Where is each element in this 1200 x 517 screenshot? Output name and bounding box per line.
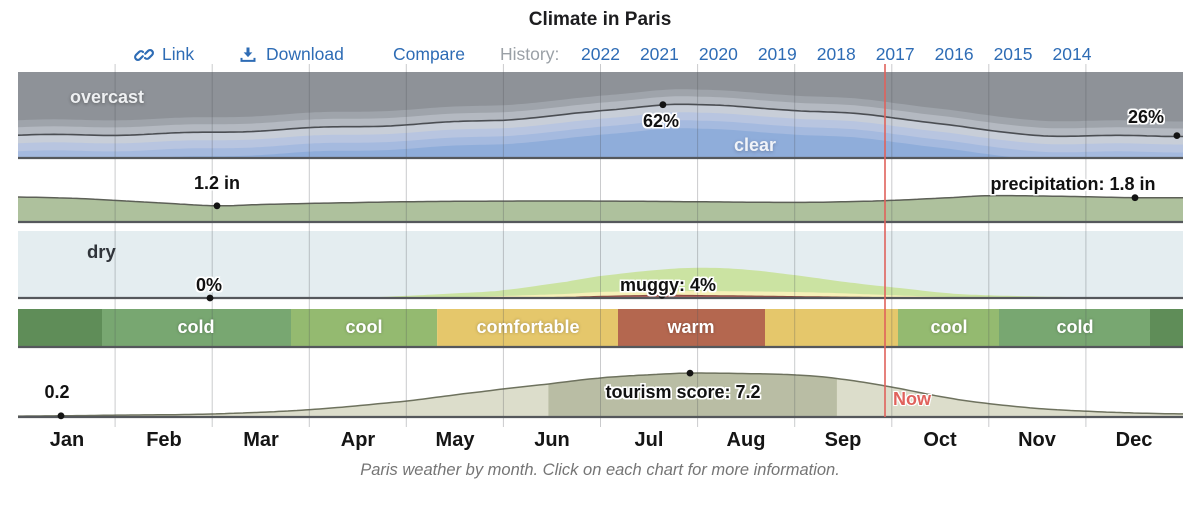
month-label-aug: Aug [726, 429, 766, 451]
temp-band-segment[interactable] [437, 309, 618, 347]
precipitation-value-label: precipitation: 1.8 in [990, 174, 1156, 194]
temp-band-label: cool [345, 317, 383, 337]
compare-label: Compare [393, 44, 465, 64]
humidity-marker-dot [206, 294, 214, 302]
history-year-2017[interactable]: 2017 [875, 44, 915, 64]
history-year-2015[interactable]: 2015 [993, 44, 1033, 64]
compare-button[interactable]: Compare [393, 44, 465, 65]
month-label-feb: Feb [146, 429, 182, 451]
temp-band-segment[interactable] [765, 309, 898, 347]
month-label-apr: Apr [340, 429, 376, 451]
tourism-score-marker-dot [686, 369, 694, 377]
clear-area-label: clear [733, 135, 777, 155]
temp-band-segment[interactable] [618, 309, 765, 347]
history-label: History: [500, 44, 560, 64]
temp-band-segment[interactable] [18, 309, 102, 347]
download-button[interactable]: Download [238, 44, 344, 65]
history-year-2020[interactable]: 2020 [698, 44, 738, 64]
history-year-links: 2022 2021 2020 2019 2018 2017 2016 2015 2014 [581, 44, 1091, 65]
tourism-min-label: 0.2 [44, 382, 70, 402]
temp-band-label: cold [1056, 317, 1094, 337]
month-label-nov: Nov [1018, 429, 1056, 451]
temperature-band-chart[interactable] [18, 309, 1183, 347]
month-label-dec: Dec [1115, 429, 1153, 451]
dry-area-label: dry [87, 241, 116, 262]
history-year-2018[interactable]: 2018 [816, 44, 856, 64]
clear-sky-peak-label: 62% [642, 111, 680, 131]
month-label-jul: Jul [634, 429, 664, 451]
link-icon [134, 45, 154, 65]
history-year-2016[interactable]: 2016 [934, 44, 974, 64]
tourism-chart[interactable] [18, 372, 1183, 417]
month-label-sep: Sep [824, 429, 862, 451]
muggy-value-label: muggy: 4% [619, 275, 717, 295]
page-title: Climate in Paris [528, 9, 672, 30]
download-icon [238, 45, 258, 65]
month-gridlines [114, 64, 1087, 427]
history-year-2022[interactable]: 2022 [581, 44, 620, 64]
precipitation-marker-dot [1131, 194, 1139, 202]
month-label-jan: Jan [49, 429, 85, 451]
temp-band-segment[interactable] [291, 309, 438, 347]
clear-sky-end-label: 26% [1127, 107, 1165, 127]
history-year-2019[interactable]: 2019 [757, 44, 797, 64]
history-year-2021[interactable]: 2021 [639, 44, 679, 64]
temp-band-segment[interactable] [1150, 309, 1183, 347]
cloud-cover-chart[interactable] [18, 72, 1183, 161]
temp-band-segment[interactable] [102, 309, 291, 347]
temp-band-label: cool [930, 317, 968, 337]
precipitation-min-label: 1.2 in [193, 173, 241, 193]
overcast-area-label: overcast [70, 87, 145, 107]
precipitation-marker-dot [213, 202, 221, 210]
humidity-marker-dot [658, 291, 666, 299]
temp-band-label: cold [177, 317, 215, 337]
tourism-score-label: tourism score: 7.2 [605, 382, 761, 402]
temp-band-label: comfortable [476, 317, 580, 337]
precipitation-chart[interactable] [17, 194, 1183, 222]
chart-baselines [18, 156, 1183, 419]
tourism-score-marker-dot [57, 412, 65, 420]
month-label-oct: Oct [923, 429, 957, 451]
month-label-may: May [435, 429, 475, 451]
humidity-chart[interactable] [18, 231, 1183, 299]
download-label: Download [266, 44, 344, 64]
month-label-jun: Jun [534, 429, 570, 451]
annotation-dots [57, 101, 1181, 420]
cloud-cover-marker-dot [1173, 132, 1181, 140]
muggy-min-label: 0% [195, 275, 223, 295]
temp-band-label: warm [667, 317, 715, 337]
temp-band-segment[interactable] [898, 309, 999, 347]
caption-text: Paris weather by month. Click on each ch… [360, 461, 840, 479]
temp-band-segment[interactable] [999, 309, 1150, 347]
history-year-2014[interactable]: 2014 [1052, 44, 1092, 64]
link-button[interactable]: Link [134, 44, 194, 65]
cloud-cover-marker-dot [659, 101, 667, 109]
month-label-mar: Mar [243, 429, 279, 451]
now-marker-label: Now [893, 389, 931, 409]
link-label: Link [162, 44, 195, 64]
